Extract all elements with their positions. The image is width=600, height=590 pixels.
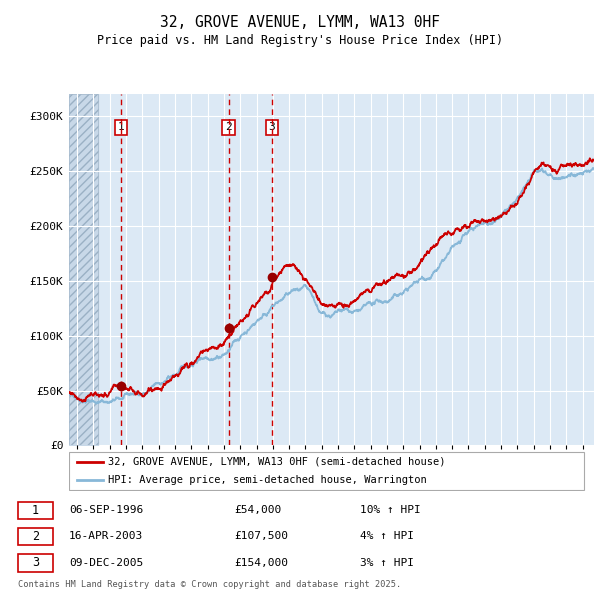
Text: 4% ↑ HPI: 4% ↑ HPI xyxy=(360,532,414,542)
Text: 32, GROVE AVENUE, LYMM, WA13 0HF: 32, GROVE AVENUE, LYMM, WA13 0HF xyxy=(160,15,440,30)
Text: Price paid vs. HM Land Registry's House Price Index (HPI): Price paid vs. HM Land Registry's House … xyxy=(97,34,503,47)
Text: 10% ↑ HPI: 10% ↑ HPI xyxy=(360,505,421,515)
FancyBboxPatch shape xyxy=(18,555,53,572)
Text: 16-APR-2003: 16-APR-2003 xyxy=(69,532,143,542)
Text: 2: 2 xyxy=(32,530,39,543)
Text: 09-DEC-2005: 09-DEC-2005 xyxy=(69,558,143,568)
Text: £54,000: £54,000 xyxy=(234,505,281,515)
Text: HPI: Average price, semi-detached house, Warrington: HPI: Average price, semi-detached house,… xyxy=(109,476,427,486)
FancyBboxPatch shape xyxy=(18,502,53,519)
Text: £107,500: £107,500 xyxy=(234,532,288,542)
Text: 1: 1 xyxy=(32,504,39,517)
Text: £154,000: £154,000 xyxy=(234,558,288,568)
Text: 1: 1 xyxy=(118,122,124,132)
Text: 3: 3 xyxy=(268,122,275,132)
FancyBboxPatch shape xyxy=(18,528,53,545)
Text: 3% ↑ HPI: 3% ↑ HPI xyxy=(360,558,414,568)
Text: 2: 2 xyxy=(225,122,232,132)
Text: 06-SEP-1996: 06-SEP-1996 xyxy=(69,505,143,515)
Text: Contains HM Land Registry data © Crown copyright and database right 2025.
This d: Contains HM Land Registry data © Crown c… xyxy=(18,581,401,590)
FancyBboxPatch shape xyxy=(69,451,583,490)
Text: 3: 3 xyxy=(32,556,39,569)
Text: 32, GROVE AVENUE, LYMM, WA13 0HF (semi-detached house): 32, GROVE AVENUE, LYMM, WA13 0HF (semi-d… xyxy=(109,457,446,467)
